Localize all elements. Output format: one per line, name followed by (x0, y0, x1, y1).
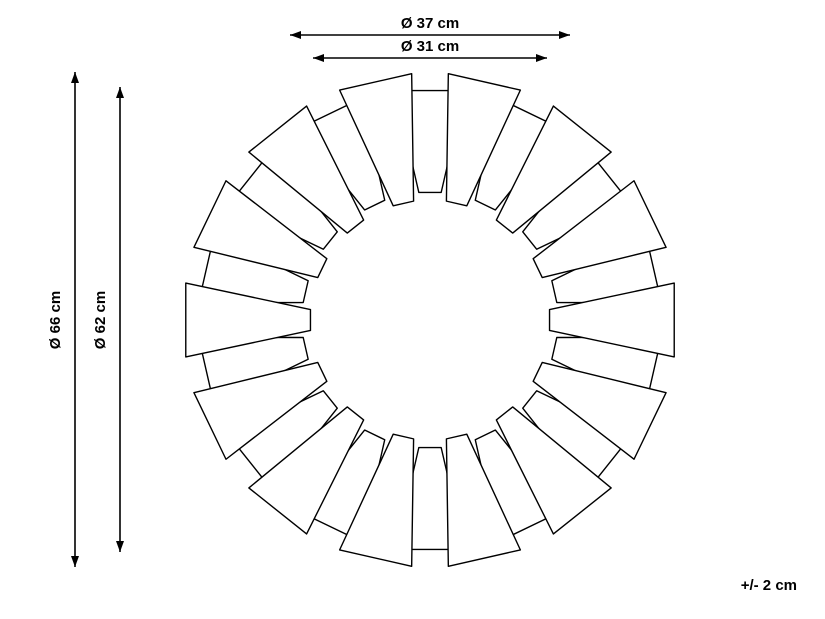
dim-label-outer-height: Ø 66 cm (47, 291, 64, 349)
sunburst-ring (186, 74, 674, 567)
dim-label-inner-width: Ø 31 cm (401, 38, 459, 55)
dim-label-inner-height: Ø 62 cm (92, 291, 109, 349)
dim-label-outer-width: Ø 37 cm (401, 15, 459, 32)
dimension-diagram: Ø 66 cm Ø 62 cm Ø 37 cm Ø 31 cm (0, 0, 825, 619)
tolerance-note: +/- 2 cm (741, 577, 797, 594)
